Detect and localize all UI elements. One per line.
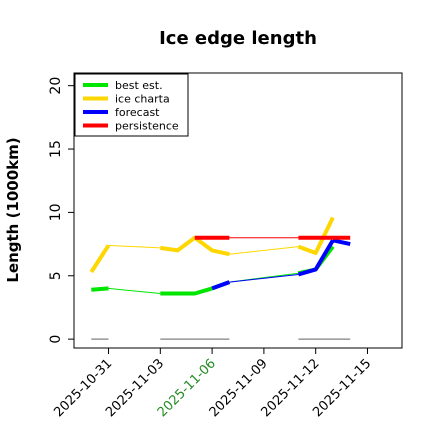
legend-label: persistence — [115, 120, 179, 133]
series-line-segment — [160, 286, 213, 296]
y-tick-label: 15 — [48, 140, 64, 158]
series-line-segment — [160, 235, 230, 257]
series-line-segment — [297, 216, 335, 255]
series-line-segment — [229, 274, 299, 283]
series-line-segment — [89, 244, 111, 274]
series-line-segment — [91, 286, 109, 292]
series-line-segment — [211, 280, 231, 291]
y-axis-label: Length (1000km) — [4, 137, 22, 282]
legend-label: ice charta — [115, 93, 170, 106]
y-tick-label: 20 — [48, 77, 64, 95]
y-tick-label: 0 — [48, 335, 64, 344]
series-line-segment — [332, 238, 351, 247]
series-line-segment — [108, 244, 161, 249]
chart-title: Ice edge length — [159, 28, 317, 49]
series-line-segment — [229, 246, 299, 255]
y-tick-label: 10 — [48, 203, 64, 221]
legend-label: best est. — [115, 79, 163, 92]
series-line-segment — [108, 287, 161, 294]
series-line-segment — [297, 239, 335, 277]
series-forecast — [211, 238, 351, 291]
plot-frame — [73, 72, 403, 349]
plot-area — [89, 216, 351, 340]
legend-label: forecast — [115, 106, 160, 119]
series-ice-charta — [89, 216, 335, 274]
y-tick-label: 5 — [48, 271, 64, 280]
